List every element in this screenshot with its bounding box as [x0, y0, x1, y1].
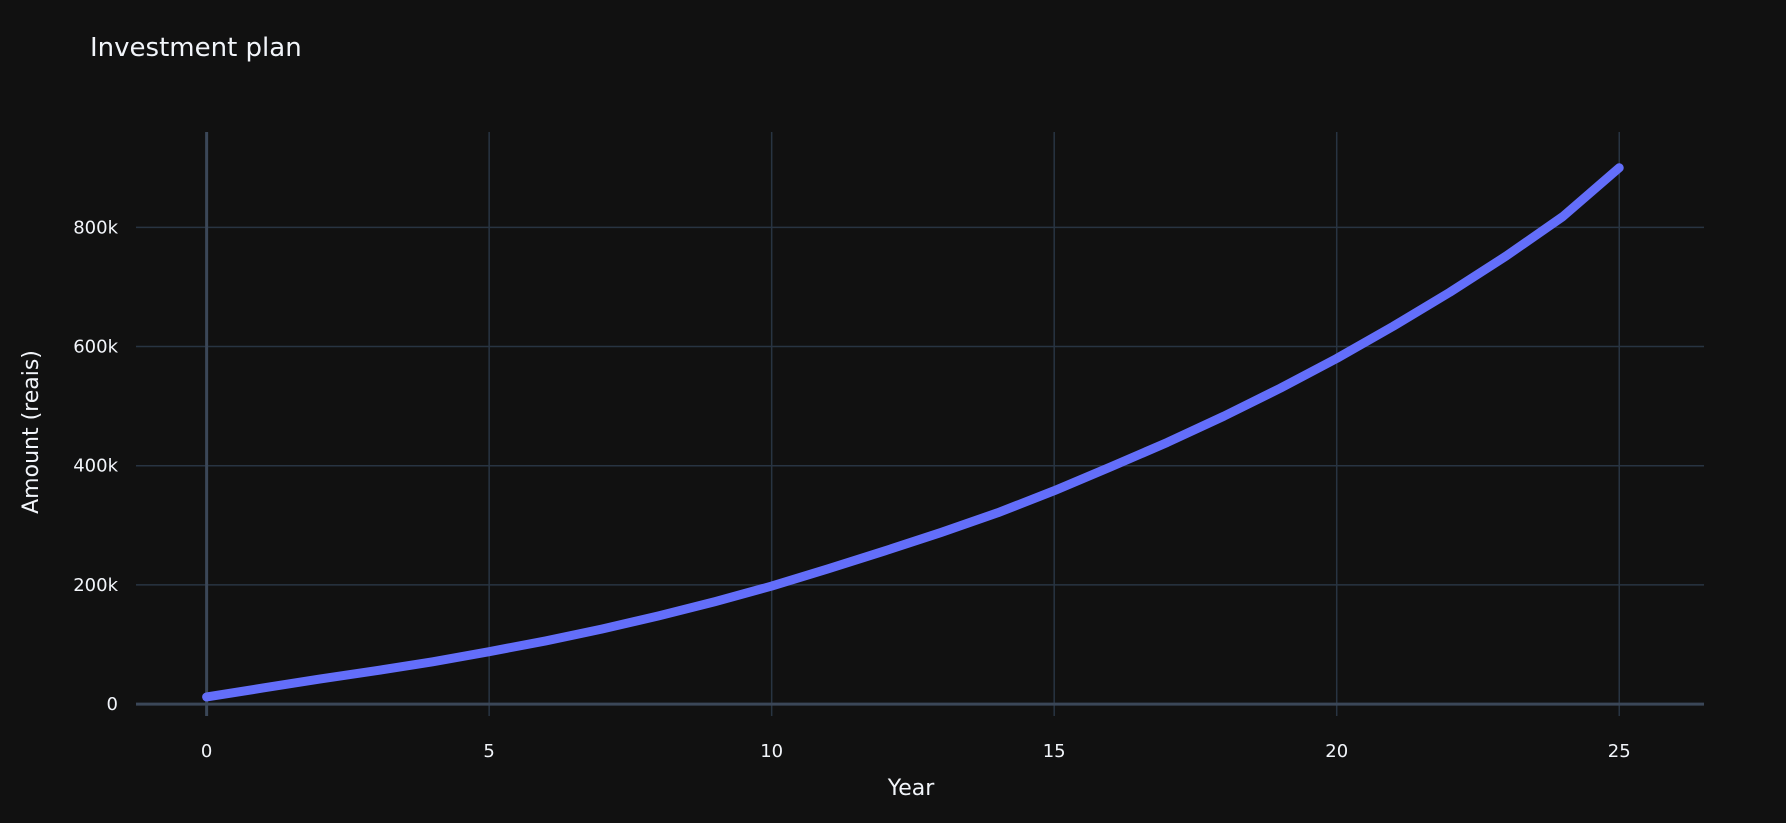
zero-lines — [136, 132, 1704, 716]
data-point — [259, 684, 267, 692]
y-tick-label: 0 — [107, 694, 118, 715]
x-tick-label: 0 — [201, 741, 212, 762]
x-tick-label: 20 — [1325, 741, 1348, 762]
data-point — [767, 582, 776, 590]
data-point — [1615, 163, 1624, 172]
data-point — [654, 612, 663, 620]
x-tick-label: 25 — [1608, 741, 1631, 762]
y-tick-label: 600k — [73, 337, 118, 358]
data-point — [541, 637, 550, 645]
y-axis-title: Amount (reais) — [19, 350, 44, 514]
x-tick-label: 5 — [483, 741, 494, 762]
series-line — [202, 163, 1624, 702]
data-point — [1106, 463, 1115, 471]
data-point — [372, 666, 380, 675]
data-point — [315, 675, 324, 683]
data-point — [1558, 212, 1567, 221]
data-point — [1050, 486, 1058, 495]
data-point — [1389, 322, 1398, 331]
data-point — [993, 508, 1002, 517]
series-layer — [202, 163, 1624, 702]
data-point — [824, 565, 832, 573]
x-tick-label: 10 — [760, 741, 783, 762]
data-point — [1332, 354, 1341, 363]
data-point — [937, 528, 945, 537]
data-point — [1163, 438, 1172, 447]
chart-title: Investment plan — [90, 33, 302, 63]
y-axis-ticks: 0 200k 400k 600k 800k — [73, 217, 118, 715]
data-point — [1276, 384, 1285, 393]
x-tick-label: 15 — [1043, 741, 1066, 762]
x-axis-title: Year — [887, 776, 936, 801]
data-point — [880, 547, 889, 555]
y-tick-label: 400k — [73, 456, 118, 477]
y-tick-label: 800k — [73, 217, 118, 238]
data-point — [428, 657, 437, 666]
data-point — [598, 625, 606, 633]
data-point — [711, 597, 719, 606]
data-point — [202, 693, 211, 701]
data-point — [1445, 288, 1454, 297]
data-point — [1219, 412, 1228, 421]
data-point — [1502, 252, 1511, 260]
data-point — [485, 647, 493, 656]
x-axis-ticks: 0 5 10 15 20 25 — [201, 741, 1631, 762]
grid — [136, 132, 1704, 716]
y-tick-label: 200k — [73, 575, 118, 596]
